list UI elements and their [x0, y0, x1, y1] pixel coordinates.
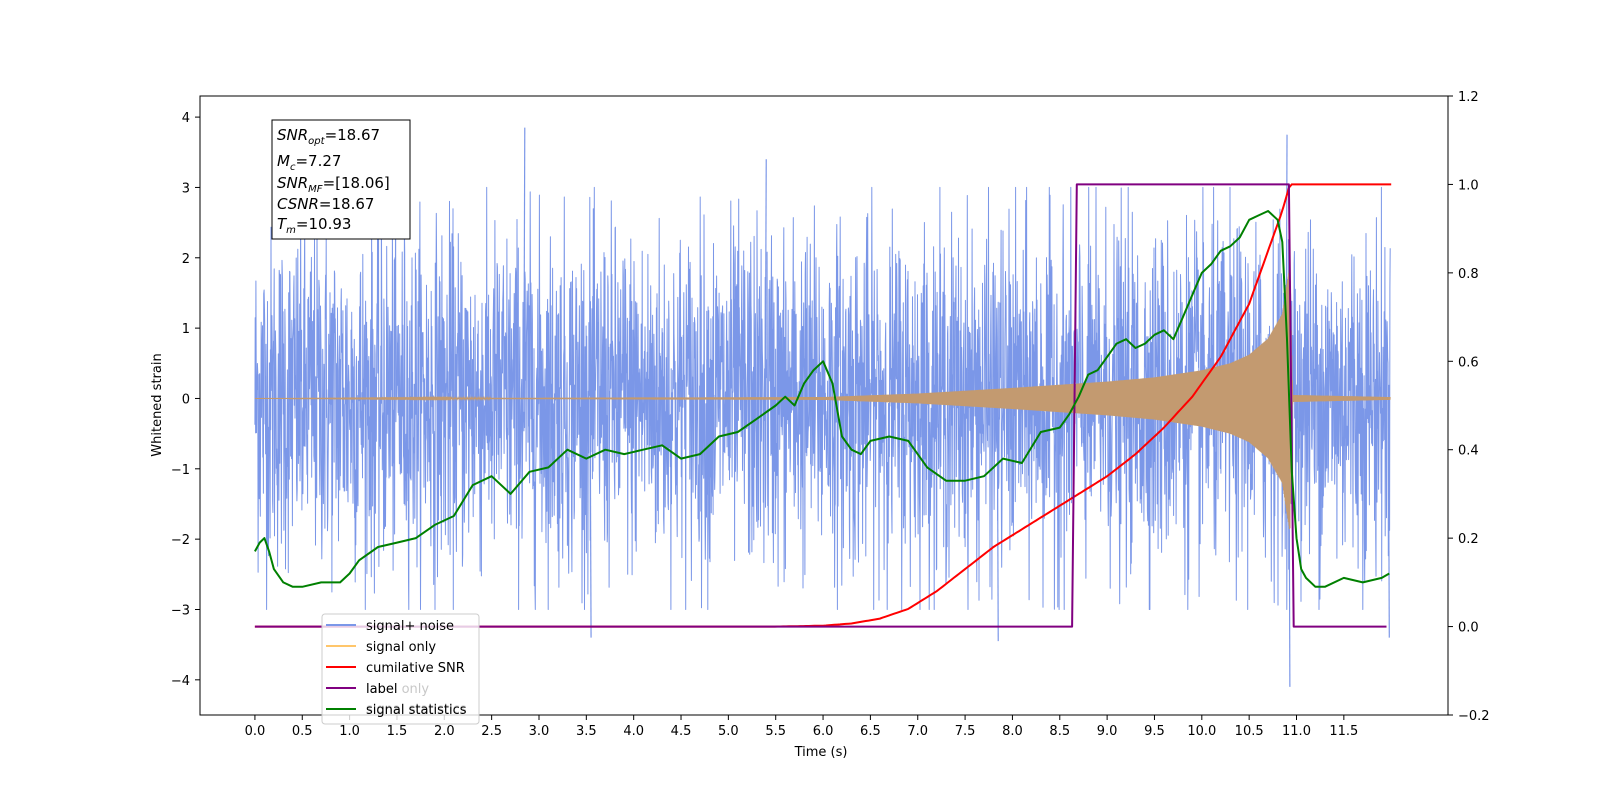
x-tick-label: 8.5 — [1049, 724, 1070, 739]
info-mc: Mc=7.27 — [277, 152, 341, 173]
series-signal-noise — [254, 186, 1391, 610]
x-tick-label: 0.5 — [292, 724, 313, 739]
x-tick-label: 10.5 — [1235, 724, 1264, 739]
legend-label-signal: signal only — [366, 640, 436, 655]
info-snr-opt: SNRopt=18.67 — [277, 126, 380, 147]
y2-tick-label: 1.0 — [1458, 178, 1479, 193]
x-tick-label: 5.0 — [718, 724, 739, 739]
x-tick-label: 8.0 — [1002, 724, 1023, 739]
legend-hidden-label-2: signal statistics — [366, 702, 467, 717]
y-axis-right: 1.2 1.0 0.8 0.6 0.4 0.2 0.0 −0.2 — [1448, 90, 1490, 724]
y-tick-label: 4 — [182, 111, 190, 126]
x-tick-label: 6.5 — [860, 724, 881, 739]
noise-peak — [1387, 398, 1390, 638]
x-axis: 0.0 0.5 1.0 1.5 2.0 2.5 3.0 3.5 4.0 4.5 5.0 5.5 6.0 6… — [245, 715, 1358, 739]
y-tick-label: −1 — [171, 463, 190, 478]
x-tick-label: 2.0 — [434, 724, 455, 739]
series-signal-only — [254, 265, 1391, 530]
series-label — [254, 183, 1387, 628]
y2-tick-label: 0.6 — [1458, 355, 1479, 370]
y-tick-label: −3 — [171, 603, 190, 618]
noise-peak — [589, 398, 592, 638]
series-signal-statistics — [254, 210, 1390, 588]
x-tick-label: 5.5 — [765, 724, 786, 739]
y2-tick-label: 0.4 — [1458, 444, 1479, 459]
x-tick-label: 3.5 — [576, 724, 597, 739]
info-snr-mf: SNRMF=[18.06] — [277, 174, 390, 195]
legend-label-statistics: signal statistics — [366, 703, 467, 718]
x-tick-label: 0.0 — [245, 724, 266, 739]
x-tick-label: 6.0 — [813, 724, 834, 739]
plot-frame — [199, 95, 1449, 716]
x-axis-label: Time (s) — [794, 745, 848, 760]
x-tick-label: 7.0 — [907, 724, 928, 739]
noise-peak — [523, 127, 526, 399]
x-tick-label: 10.0 — [1187, 724, 1216, 739]
x-tick-label: 4.0 — [623, 724, 644, 739]
legend-label-label: label — [366, 682, 397, 697]
y-axis-left: 4 3 2 1 0 −1 −2 −3 −4 — [171, 111, 200, 689]
y-tick-label: −2 — [171, 533, 190, 548]
legend-label-noise: signal+ noise — [366, 619, 454, 634]
legend-hidden-label-1: label only — [366, 682, 429, 697]
y2-tick-label: 0.8 — [1458, 267, 1479, 282]
y-axis-label: Whitened strain — [150, 353, 165, 456]
y2-tick-label: 0.2 — [1458, 532, 1479, 547]
y-tick-label: 3 — [182, 181, 190, 196]
x-tick-label: 11.0 — [1282, 724, 1311, 739]
x-tick-label: 11.5 — [1329, 724, 1358, 739]
info-csnr: CSNR=18.67 — [277, 195, 374, 213]
y2-tick-label: −0.2 — [1458, 709, 1490, 724]
x-tick-label: 3.0 — [529, 724, 550, 739]
y-tick-label: 0 — [182, 392, 190, 407]
x-tick-label: 1.5 — [387, 724, 408, 739]
y2-tick-label: 0.0 — [1458, 621, 1479, 636]
info-box: SNRopt=18.67 Mc=7.27 SNRMF=[18.06] CSNR=… — [271, 119, 411, 240]
y2-tick-label: 1.2 — [1458, 90, 1479, 105]
legend-frame — [321, 613, 480, 725]
y-tick-label: 1 — [182, 322, 190, 337]
noise-peak — [764, 159, 767, 399]
noise-peak — [996, 398, 999, 642]
info-tm: Tm=10.93 — [277, 215, 351, 236]
x-tick-label: 4.5 — [671, 724, 692, 739]
legend-label-cumulative-snr: cumilative SNR — [366, 661, 465, 676]
x-tick-label: 1.0 — [339, 724, 360, 739]
y-tick-label: 2 — [182, 252, 190, 267]
x-tick-label: 9.0 — [1097, 724, 1118, 739]
x-tick-label: 9.5 — [1144, 724, 1165, 739]
legend: label only signal statistics signal+ noi… — [321, 613, 480, 725]
info-box-frame — [271, 119, 411, 240]
x-tick-label: 7.5 — [955, 724, 976, 739]
y-tick-label: −4 — [171, 674, 190, 689]
x-tick-label: 2.5 — [481, 724, 502, 739]
